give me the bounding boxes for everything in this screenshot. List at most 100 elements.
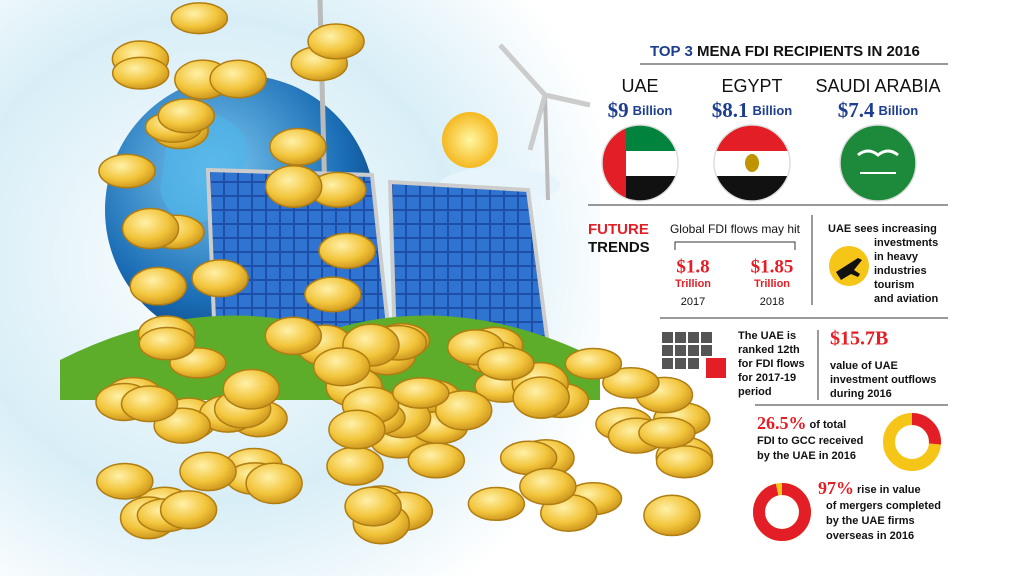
ranking-line: for 2017-19 xyxy=(738,372,796,384)
section-label: TRENDS xyxy=(588,239,650,256)
investment-line: in heavy xyxy=(874,251,919,263)
coin xyxy=(407,442,466,479)
rank-square xyxy=(701,345,712,356)
unit: Billion xyxy=(633,103,673,118)
coin xyxy=(209,59,267,99)
turbine-blades xyxy=(498,43,591,151)
coin xyxy=(564,347,623,380)
ranking-line: ranked 12th xyxy=(738,344,800,356)
investment-line: UAE sees increasing xyxy=(828,223,937,235)
country: SAUDI ARABIA xyxy=(815,76,940,96)
coin xyxy=(304,276,362,313)
amount: $9 xyxy=(608,98,629,122)
rank-square xyxy=(688,345,699,356)
coin xyxy=(111,56,170,90)
coin xyxy=(264,164,323,209)
coin xyxy=(96,462,154,500)
coin xyxy=(467,486,526,522)
amount-line: $8.1 Billion xyxy=(712,98,793,122)
coin xyxy=(643,494,701,537)
coins xyxy=(95,2,714,545)
flow-unit: Trillion xyxy=(675,278,711,290)
amount-line: $9 Billion xyxy=(608,98,673,122)
title-text: MENA FDI RECIPIENTS IN 2016 xyxy=(697,43,920,60)
outflow-line: during 2016 xyxy=(830,388,892,400)
panel-title: TOP 3 MENA FDI RECIPIENTS IN 2016 xyxy=(650,43,920,60)
coin xyxy=(159,490,218,530)
stat-text: rise in value xyxy=(857,484,921,496)
amount-line: $7.4 Billion xyxy=(838,98,919,122)
ranking-line: for FDI flows xyxy=(738,358,805,370)
coin xyxy=(512,376,570,419)
rank-square-highlight xyxy=(706,358,726,378)
flow-year: 2017 xyxy=(681,296,705,308)
coin xyxy=(157,98,216,134)
amount: $8.1 xyxy=(712,98,749,122)
donut-value xyxy=(883,413,941,471)
illustration xyxy=(0,0,714,576)
stat-line: by the UAE in 2016 xyxy=(757,450,856,462)
investment-line: and aviation xyxy=(874,293,938,305)
flow-unit: Trillion xyxy=(754,278,790,290)
stripe xyxy=(714,125,790,151)
outflow-line: investment outflows xyxy=(830,374,936,386)
bracket xyxy=(674,241,796,250)
unit: Billion xyxy=(753,103,793,118)
flag xyxy=(601,124,679,202)
flag-shadow xyxy=(839,124,917,202)
stat-line: by the UAE firms xyxy=(826,515,915,527)
stat-line: of mergers completed xyxy=(826,500,941,512)
outflow-amount: $15.7B xyxy=(830,328,888,350)
flag xyxy=(839,124,917,202)
flag xyxy=(713,124,791,202)
amount: $7.4 xyxy=(838,98,875,122)
outflow-line: value of UAE xyxy=(830,360,898,372)
coin xyxy=(179,451,237,492)
investment-line: industries xyxy=(874,265,927,277)
coin xyxy=(519,467,577,506)
donut-value xyxy=(753,483,811,541)
stat-line: 97% rise in value xyxy=(818,478,921,498)
coin xyxy=(326,446,384,486)
flags xyxy=(601,124,917,202)
section-label: FUTURE xyxy=(588,221,649,238)
ranking-icon xyxy=(662,332,726,378)
coin xyxy=(655,445,714,479)
ranking-line: period xyxy=(738,386,772,398)
coin xyxy=(222,368,281,410)
rank-square xyxy=(701,332,712,343)
turbine-pole xyxy=(543,94,550,201)
rank-square xyxy=(688,332,699,343)
coin xyxy=(191,259,249,298)
flow-amount: $1.8 xyxy=(676,256,709,277)
stat-text: of total xyxy=(810,419,847,431)
flow-amount: $1.85 xyxy=(751,256,794,277)
coin xyxy=(264,316,323,356)
country: EGYPT xyxy=(721,76,782,96)
rank-square xyxy=(675,332,686,343)
stat-line: overseas in 2016 xyxy=(826,530,914,542)
coin xyxy=(120,385,179,423)
coin xyxy=(121,207,180,250)
coin xyxy=(638,416,696,449)
rank-square xyxy=(675,358,686,369)
investment-line: investments xyxy=(874,237,938,249)
stat-percent: 26.5% xyxy=(757,413,807,433)
coin xyxy=(312,347,371,387)
country: UAE xyxy=(621,76,658,96)
script xyxy=(857,149,899,157)
coin xyxy=(434,390,493,431)
rank-square xyxy=(662,358,673,369)
stripe xyxy=(602,125,626,201)
plane-icon xyxy=(836,258,862,280)
caption: Global FDI flows may hit xyxy=(670,222,801,236)
stat-percent: 97% xyxy=(818,478,854,498)
coin xyxy=(328,409,386,450)
coin xyxy=(138,326,196,361)
coin xyxy=(392,377,450,409)
coin xyxy=(477,346,535,381)
coin xyxy=(245,462,303,505)
rank-square xyxy=(675,345,686,356)
